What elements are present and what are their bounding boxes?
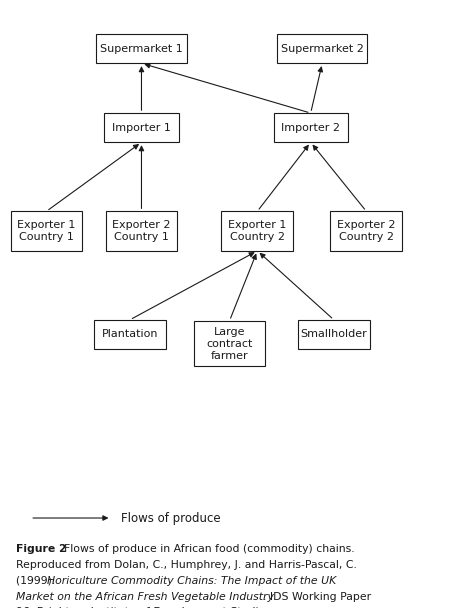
Text: Exporter 2
Country 1: Exporter 2 Country 1 — [112, 220, 171, 242]
Text: Flows of produce in African food (commodity) chains.: Flows of produce in African food (commod… — [63, 544, 354, 554]
FancyBboxPatch shape — [193, 321, 265, 366]
Text: Flows of produce: Flows of produce — [121, 511, 220, 525]
Text: Exporter 2
Country 2: Exporter 2 Country 2 — [337, 220, 395, 242]
Text: Smallholder: Smallholder — [300, 330, 367, 339]
FancyBboxPatch shape — [94, 320, 166, 349]
Text: Supermarket 1: Supermarket 1 — [100, 44, 183, 54]
Text: Exporter 1
Country 2: Exporter 1 Country 2 — [228, 220, 287, 242]
Text: Horiculture Commodity Chains: The Impact of the UK: Horiculture Commodity Chains: The Impact… — [47, 576, 337, 586]
FancyBboxPatch shape — [105, 113, 178, 142]
FancyBboxPatch shape — [330, 212, 402, 251]
Text: . IDS Working Paper: . IDS Working Paper — [263, 592, 371, 601]
FancyBboxPatch shape — [105, 212, 177, 251]
Text: Plantation: Plantation — [102, 330, 158, 339]
Text: Market on the African Fresh Vegetable Industry: Market on the African Fresh Vegetable In… — [16, 592, 274, 601]
Text: Importer 1: Importer 1 — [112, 123, 171, 133]
Text: Supermarket 2: Supermarket 2 — [281, 44, 364, 54]
FancyBboxPatch shape — [273, 113, 348, 142]
Text: Reproduced from Dolan, C., Humphrey, J. and Harris-Pascal, C.: Reproduced from Dolan, C., Humphrey, J. … — [16, 560, 357, 570]
FancyBboxPatch shape — [221, 212, 293, 251]
FancyBboxPatch shape — [298, 320, 370, 349]
Text: Figure 2: Figure 2 — [16, 544, 67, 554]
Text: 96, Brighton: Institute of Development Studies.: 96, Brighton: Institute of Development S… — [16, 607, 274, 608]
Text: Exporter 1
Country 1: Exporter 1 Country 1 — [17, 220, 76, 242]
Text: Importer 2: Importer 2 — [281, 123, 340, 133]
FancyBboxPatch shape — [277, 34, 368, 63]
Text: Large
contract
farmer: Large contract farmer — [206, 326, 253, 361]
FancyBboxPatch shape — [10, 212, 82, 251]
FancyBboxPatch shape — [96, 34, 187, 63]
Text: (1999).: (1999). — [16, 576, 59, 586]
